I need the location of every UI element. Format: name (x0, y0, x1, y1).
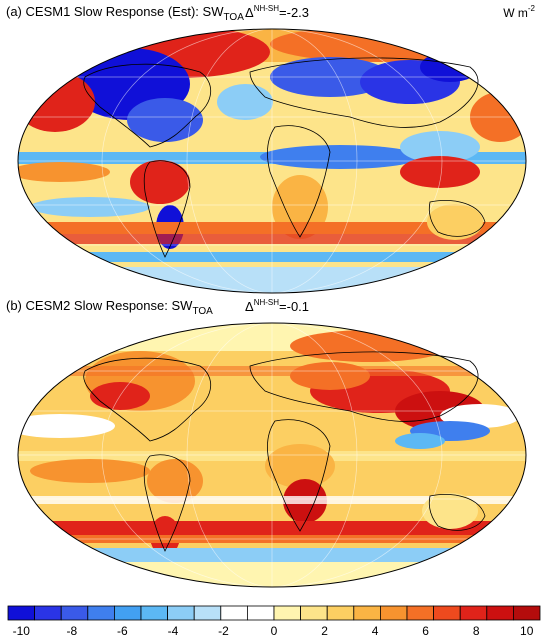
colorbar-tick-label: 4 (372, 624, 379, 638)
colorbar-tick-label: 2 (321, 624, 328, 638)
colorbar-box (34, 605, 62, 621)
colorbar: -10 -8 -6 -4 -2 0 2 4 6 8 10 (7, 605, 541, 638)
panel-b-coastlines (83, 351, 486, 552)
colorbar-box (326, 605, 355, 621)
colorbar-box (246, 605, 275, 621)
panel-b-title: (b) CESM2 Slow Response: SWTOA (6, 298, 213, 317)
colorbar-tick-label: 8 (473, 624, 480, 638)
colorbar-tick-label: -6 (117, 624, 128, 638)
colorbar-box (140, 605, 169, 621)
colorbar-box (379, 605, 408, 621)
colorbar-box (433, 605, 461, 621)
colorbar-box (7, 605, 36, 621)
colorbar-box (87, 605, 115, 621)
colorbar-tick-label: 6 (422, 624, 429, 638)
colorbar-box (273, 605, 302, 621)
panel-b-label: (b) (6, 298, 22, 313)
panel-a-title: (a) CESM1 Slow Response (Est): SWTOA (6, 4, 244, 23)
panel-b-title-text: CESM2 Slow Response: (25, 298, 168, 313)
colorbar-box (486, 605, 514, 621)
colorbar-tick-label: 0 (271, 624, 278, 638)
panel-b-variable: SWTOA (171, 298, 213, 317)
colorbar-box (193, 605, 222, 621)
colorbar-box (406, 605, 435, 621)
panel-a-map-border (17, 28, 527, 294)
colorbar-tick-label: -2 (218, 624, 229, 638)
panel-a-coastlines (83, 57, 486, 258)
colorbar-box (353, 605, 381, 621)
colorbar-box (300, 605, 328, 621)
colorbar-box (114, 605, 142, 621)
panel-a-label: (a) (6, 4, 22, 19)
panel-a-title-text: CESM1 Slow Response (Est): (25, 4, 199, 19)
colorbar-box (220, 605, 248, 621)
units-label: W m-2 (503, 4, 535, 20)
panel-a-map (17, 28, 527, 294)
colorbar-boxes (7, 605, 541, 621)
colorbar-tick-label: -10 (13, 624, 31, 638)
colorbar-box (60, 605, 89, 621)
colorbar-box (513, 605, 541, 621)
colorbar-box (167, 605, 195, 621)
panel-a-delta: ΔNH-SH=-2.3 (245, 4, 310, 20)
colorbar-tick-label: 10 (520, 624, 534, 638)
colorbar-tick-label: -4 (168, 624, 179, 638)
panel-b-graticule (18, 322, 526, 588)
colorbar-labels: -10 -8 -6 -4 -2 0 2 4 6 8 10 (13, 624, 534, 638)
colorbar-tick-label: -8 (67, 624, 78, 638)
panel-a-variable: SWTOA (202, 4, 244, 23)
panel-b-map-border (17, 322, 527, 588)
colorbar-box (459, 605, 488, 621)
panel-b-map (17, 322, 527, 588)
panel-b-delta: ΔNH-SH=-0.1 (245, 298, 310, 314)
